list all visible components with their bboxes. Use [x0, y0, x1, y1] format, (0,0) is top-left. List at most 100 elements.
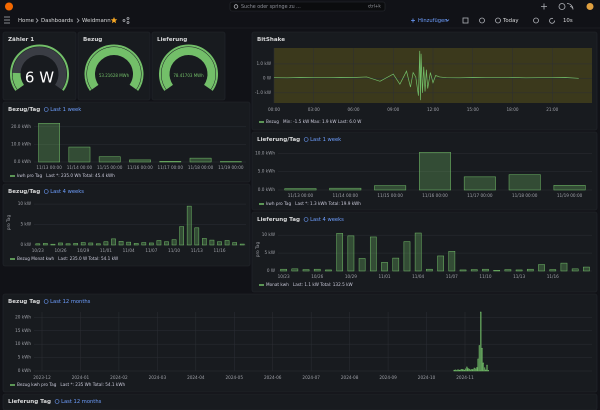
bar — [43, 243, 47, 245]
legend-stats: Min: -1.5 kW Max: 1.9 kW Last: 6.0 W — [283, 119, 361, 124]
bar — [454, 370, 455, 371]
bar — [74, 243, 78, 245]
bar — [455, 370, 456, 371]
breadcrumb[interactable]: Dashboards — [41, 18, 73, 24]
search-shortcut: ctrl+k — [368, 4, 381, 9]
y-tick-label: 5 kWh — [18, 355, 32, 360]
bar — [325, 270, 331, 271]
x-tick-label: 2024-05 — [226, 375, 244, 380]
x-tick-label: 10/26 — [311, 274, 323, 279]
legend-stats: Last *: 235.0 Wh Total: 45.4 kWh — [46, 173, 115, 178]
y-tick-label: 1.0 kW — [256, 61, 271, 66]
bar — [509, 175, 540, 190]
legend-stats: Last: 235.0 W Total: 54.1 kW — [58, 256, 118, 261]
bar — [460, 270, 466, 271]
bar — [583, 267, 589, 271]
y-tick-label: 0 W — [263, 75, 271, 80]
bar — [393, 258, 399, 271]
y-tick-label: 5.0 kWh — [258, 169, 276, 174]
x-tick-label: 10/23 — [32, 248, 44, 253]
bar — [164, 242, 168, 245]
panel-title: Zähler 1 — [8, 37, 34, 43]
x-tick-label: 06:00 — [347, 107, 359, 112]
panel-title: Lieferung/Tag — [257, 137, 300, 143]
time-range[interactable]: Today — [502, 18, 519, 24]
bar — [572, 269, 578, 271]
panel-title: Lieferung Tag — [257, 217, 300, 223]
x-tick-label: 11/13 — [191, 248, 203, 253]
x-tick-label: 11/16 00:00 — [422, 193, 448, 198]
y-tick-label: 5 kW — [20, 222, 31, 227]
bar — [111, 239, 115, 245]
bar — [469, 369, 470, 371]
y-tick-label: 10.0 kWh — [11, 141, 31, 146]
bar — [404, 242, 410, 271]
bar — [471, 270, 477, 271]
x-tick-label: 2024-06 — [264, 375, 282, 380]
bar — [348, 236, 354, 271]
bar — [89, 243, 93, 245]
legend-name: Bezug Monat kwh — [17, 256, 55, 261]
bar — [449, 251, 455, 271]
bar — [104, 242, 108, 245]
panel-title: Bezug/Tag — [8, 107, 40, 113]
x-tick-label: 2024-01 — [72, 375, 90, 380]
bar — [69, 147, 90, 162]
bar — [482, 348, 483, 371]
x-tick-label: 11/16 — [547, 274, 559, 279]
bar — [172, 240, 176, 245]
bar — [426, 269, 432, 271]
y-tick-label: 10.0 kWh — [255, 150, 275, 155]
add-button[interactable]: Hinzufügen — [418, 18, 448, 24]
bar — [461, 369, 462, 371]
x-tick-label: 11/14 00:00 — [333, 193, 359, 198]
x-tick-label: 15:00 — [467, 107, 479, 112]
refresh-interval[interactable]: 10s — [563, 18, 573, 24]
bar — [127, 242, 131, 245]
bar — [505, 270, 511, 271]
x-tick-label: 11/01 — [378, 274, 390, 279]
y-tick-label: 0 kWh — [18, 368, 32, 373]
legend-name: Bezug — [266, 119, 279, 124]
bar — [488, 370, 489, 371]
x-tick-label: 11/01 — [100, 248, 112, 253]
logo[interactable] — [5, 3, 13, 11]
bar — [39, 123, 60, 162]
bar — [217, 242, 221, 245]
legend-name: Monat kwh — [266, 282, 289, 287]
bar — [459, 370, 460, 371]
legend-name: kwh pro Tag — [266, 201, 291, 206]
x-tick-label: 10/23 — [278, 274, 290, 279]
x-tick-label: 21:00 — [546, 107, 558, 112]
breadcrumb: Weidmann — [82, 18, 111, 24]
bar — [195, 228, 199, 245]
bar — [554, 185, 585, 190]
x-tick-label: 11/17 00:00 — [158, 165, 184, 170]
bar — [464, 177, 495, 190]
x-tick-label: 11/17 00:00 — [467, 193, 493, 198]
bar — [516, 270, 522, 271]
bar — [479, 346, 480, 371]
avatar[interactable] — [587, 3, 594, 10]
legend-stats: Last *: 235 Wh Total: 54.1 kWh — [60, 382, 125, 387]
x-tick-label: 11/15 00:00 — [97, 165, 123, 170]
x-tick-label: 09:00 — [387, 107, 399, 112]
panel-title: Lieferung — [157, 37, 187, 43]
y-tick-label: 10 kWh — [15, 341, 31, 346]
time-range: Last 12 months — [50, 299, 91, 305]
gauge-value-label: 78.41703 MWh — [173, 73, 204, 78]
bar — [468, 369, 469, 371]
x-tick-label: 2023-12 — [33, 375, 51, 380]
x-tick-label: 2024-07 — [302, 375, 320, 380]
bar — [484, 368, 485, 371]
bar — [281, 269, 287, 271]
bar — [381, 262, 387, 271]
y-axis-label: pro Tag — [6, 215, 11, 231]
y-tick-label: -1.0 kW — [255, 90, 271, 95]
bar — [202, 238, 206, 245]
bar — [550, 270, 556, 271]
breadcrumb[interactable]: Home — [18, 18, 35, 24]
y-tick-label: 10 kW — [262, 232, 275, 237]
x-tick-label: 11/13 00:00 — [288, 193, 314, 198]
